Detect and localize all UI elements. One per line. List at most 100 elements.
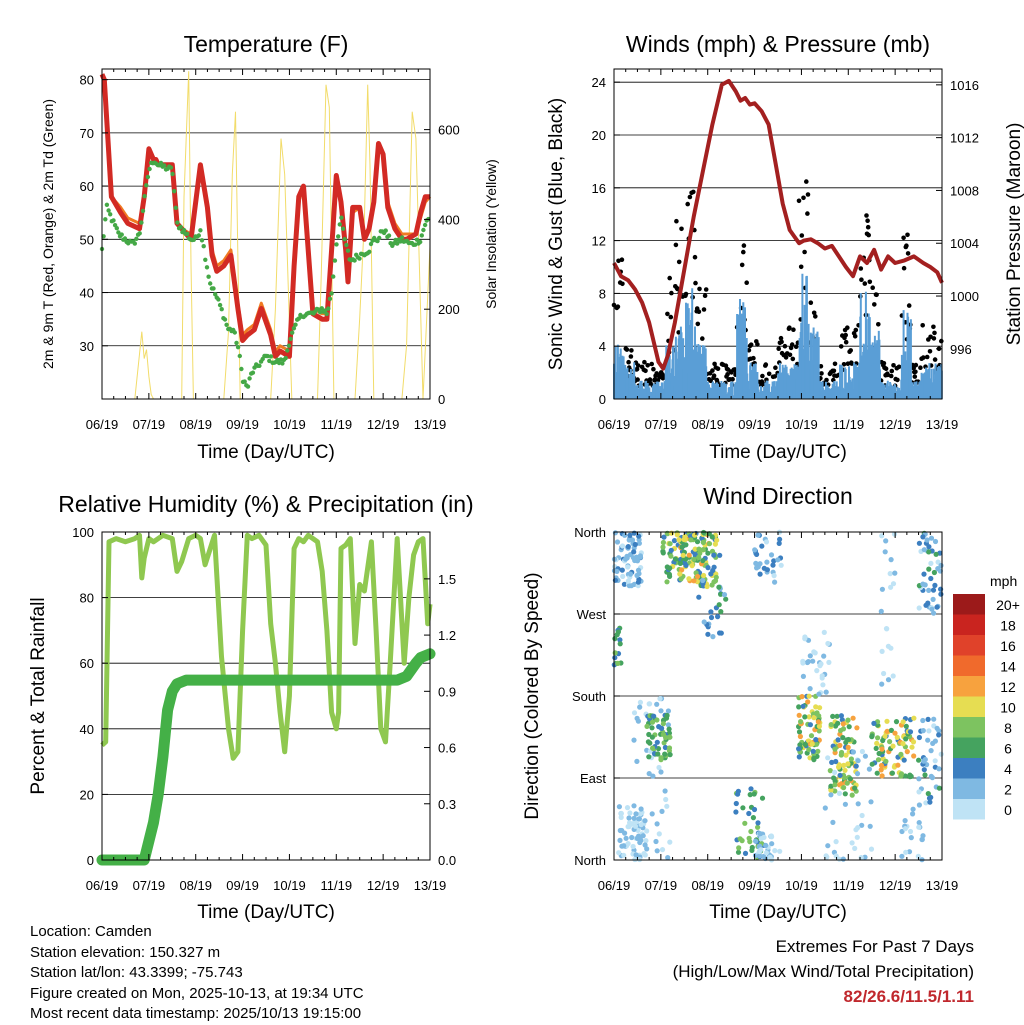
dewpoint-point bbox=[367, 249, 372, 254]
gust-point bbox=[687, 194, 693, 200]
dewpoint-point bbox=[172, 189, 177, 194]
direction-point bbox=[757, 831, 763, 837]
gust-point bbox=[927, 349, 933, 354]
direction-point bbox=[637, 704, 643, 710]
direction-point bbox=[776, 540, 782, 547]
dewpoint-point bbox=[108, 212, 113, 217]
direction-point bbox=[709, 548, 716, 554]
direction-point bbox=[716, 584, 722, 590]
direction-point bbox=[796, 754, 802, 760]
humidity-x-tick-label: 09/19 bbox=[226, 878, 259, 893]
gust-point bbox=[931, 336, 937, 341]
gust-point bbox=[859, 277, 864, 283]
direction-point bbox=[928, 560, 934, 567]
legend-swatch bbox=[953, 635, 985, 656]
direction-point bbox=[625, 544, 631, 550]
direction-point bbox=[737, 836, 743, 842]
solar-y-tick-label: 400 bbox=[438, 212, 460, 227]
direction-point bbox=[660, 544, 666, 550]
dewpoint-point bbox=[170, 171, 175, 177]
direction-point bbox=[883, 758, 889, 764]
direction-point bbox=[714, 537, 720, 543]
direction-point bbox=[828, 792, 834, 798]
direction-point bbox=[909, 744, 915, 750]
direction-point bbox=[811, 715, 817, 721]
direction-point bbox=[879, 746, 885, 752]
direction-point bbox=[836, 790, 843, 797]
precip-y-tick-label: 1.5 bbox=[438, 572, 456, 587]
direction-point bbox=[614, 568, 620, 575]
direction-point bbox=[934, 604, 940, 610]
gust-point bbox=[818, 364, 824, 369]
direction-point bbox=[756, 853, 763, 859]
direction-point bbox=[903, 736, 909, 742]
direction-point bbox=[667, 541, 673, 547]
gust-point bbox=[787, 352, 793, 358]
direction-point bbox=[928, 748, 934, 754]
humidity-ylabel: Percent & Total Rainfall bbox=[28, 597, 49, 794]
direction-point bbox=[633, 852, 639, 858]
direction-point bbox=[768, 552, 775, 558]
gust-point bbox=[841, 362, 847, 367]
direction-point bbox=[855, 825, 861, 831]
wind-direction-xlabel: Time (Day/UTC) bbox=[709, 902, 847, 923]
direction-point bbox=[816, 713, 822, 719]
direction-point bbox=[668, 553, 674, 559]
legend-label: 4 bbox=[1004, 761, 1012, 777]
direction-point bbox=[644, 846, 650, 852]
gust-point bbox=[931, 324, 936, 330]
dewpoint-point bbox=[196, 233, 201, 238]
direction-point bbox=[656, 764, 662, 771]
direction-point bbox=[664, 564, 670, 570]
direction-point bbox=[733, 800, 739, 807]
legend-label: 2 bbox=[1004, 782, 1012, 798]
dewpoint-point bbox=[421, 227, 426, 233]
direction-point bbox=[910, 806, 916, 812]
temperature-x-tick-label: 13/19 bbox=[414, 417, 447, 432]
direction-point bbox=[752, 547, 758, 553]
direction-point bbox=[753, 838, 759, 844]
direction-point bbox=[629, 834, 635, 841]
direction-point bbox=[679, 567, 685, 573]
direction-point bbox=[888, 727, 895, 734]
direction-point bbox=[619, 567, 625, 573]
direction-point bbox=[761, 565, 767, 571]
gust-point bbox=[865, 224, 871, 230]
direction-point bbox=[818, 661, 824, 667]
direction-point bbox=[874, 770, 880, 776]
direction-point bbox=[842, 767, 848, 773]
direction-point bbox=[853, 763, 859, 769]
direction-point bbox=[894, 734, 900, 741]
direction-point bbox=[824, 854, 830, 860]
direction-point bbox=[815, 748, 821, 755]
direction-point bbox=[810, 748, 816, 754]
gust-point bbox=[702, 293, 708, 299]
direction-point bbox=[771, 558, 777, 564]
direction-point bbox=[622, 532, 628, 538]
direction-point bbox=[926, 544, 932, 550]
wind-direction-x-tick-label: 10/19 bbox=[785, 878, 818, 893]
direction-point bbox=[930, 587, 937, 593]
direction-point bbox=[866, 766, 873, 772]
gust-point bbox=[763, 362, 769, 367]
direction-point bbox=[662, 751, 668, 757]
direction-point bbox=[816, 728, 822, 734]
direction-point bbox=[747, 792, 753, 798]
direction-point bbox=[933, 551, 939, 557]
gust-point bbox=[921, 355, 926, 360]
direction-point bbox=[888, 557, 894, 563]
direction-point bbox=[813, 704, 819, 710]
direction-point bbox=[805, 699, 811, 705]
direction-point bbox=[928, 535, 935, 541]
direction-point bbox=[665, 722, 672, 728]
direction-point bbox=[750, 815, 757, 821]
temperature-y-tick-label: 70 bbox=[80, 126, 94, 141]
gust-point bbox=[741, 249, 746, 255]
direction-point bbox=[832, 788, 838, 794]
gust-point bbox=[708, 378, 713, 384]
direction-point bbox=[907, 729, 914, 735]
precip-y-tick-label: 0.0 bbox=[438, 853, 456, 868]
direction-point bbox=[796, 746, 802, 752]
direction-point bbox=[662, 788, 668, 794]
direction-y-tick-label: South bbox=[572, 689, 606, 704]
